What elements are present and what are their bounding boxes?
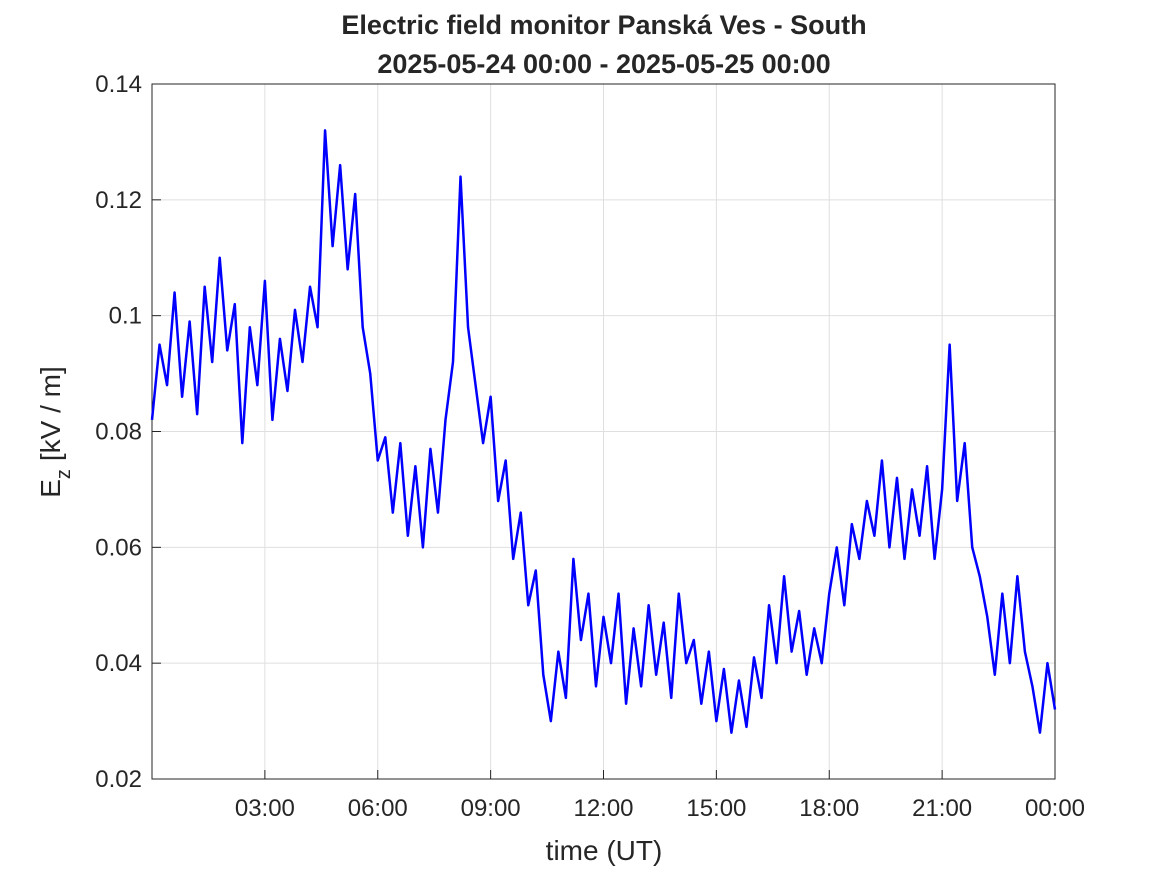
x-tick-label: 09:00 [461,795,521,822]
y-tick-label: 0.04 [95,650,142,677]
x-tick-label: 21:00 [912,795,972,822]
x-axis-label: time (UT) [546,835,663,866]
y-axis-label: Ez [kV / m] [35,366,75,498]
y-label-subscript: z [53,469,75,479]
y-tick-label: 0.1 [109,303,142,330]
x-tick-label: 15:00 [686,795,746,822]
y-tick-label: 0.14 [95,71,142,98]
data-line [150,129,1057,734]
x-tick-label: 18:00 [799,795,859,822]
y-tick-label: 0.06 [95,534,142,561]
y-tick-label: 0.08 [95,419,142,446]
chart-subtitle: 2025-05-24 00:00 - 2025-05-25 00:00 [377,49,830,79]
y-label-base: E [35,479,66,498]
plot-frame [151,83,1056,780]
x-tick-label: 03:00 [235,795,295,822]
chart-title: Electric field monitor Panská Ves - Sout… [341,10,866,40]
x-tick-label: 06:00 [348,795,408,822]
y-tick-label: 0.12 [95,187,142,214]
y-tick-label: 0.02 [95,766,142,793]
x-tick-label: 12:00 [573,795,633,822]
y-label-unit: [kV / m] [35,366,66,461]
x-tick-label: 00:00 [1025,795,1085,822]
